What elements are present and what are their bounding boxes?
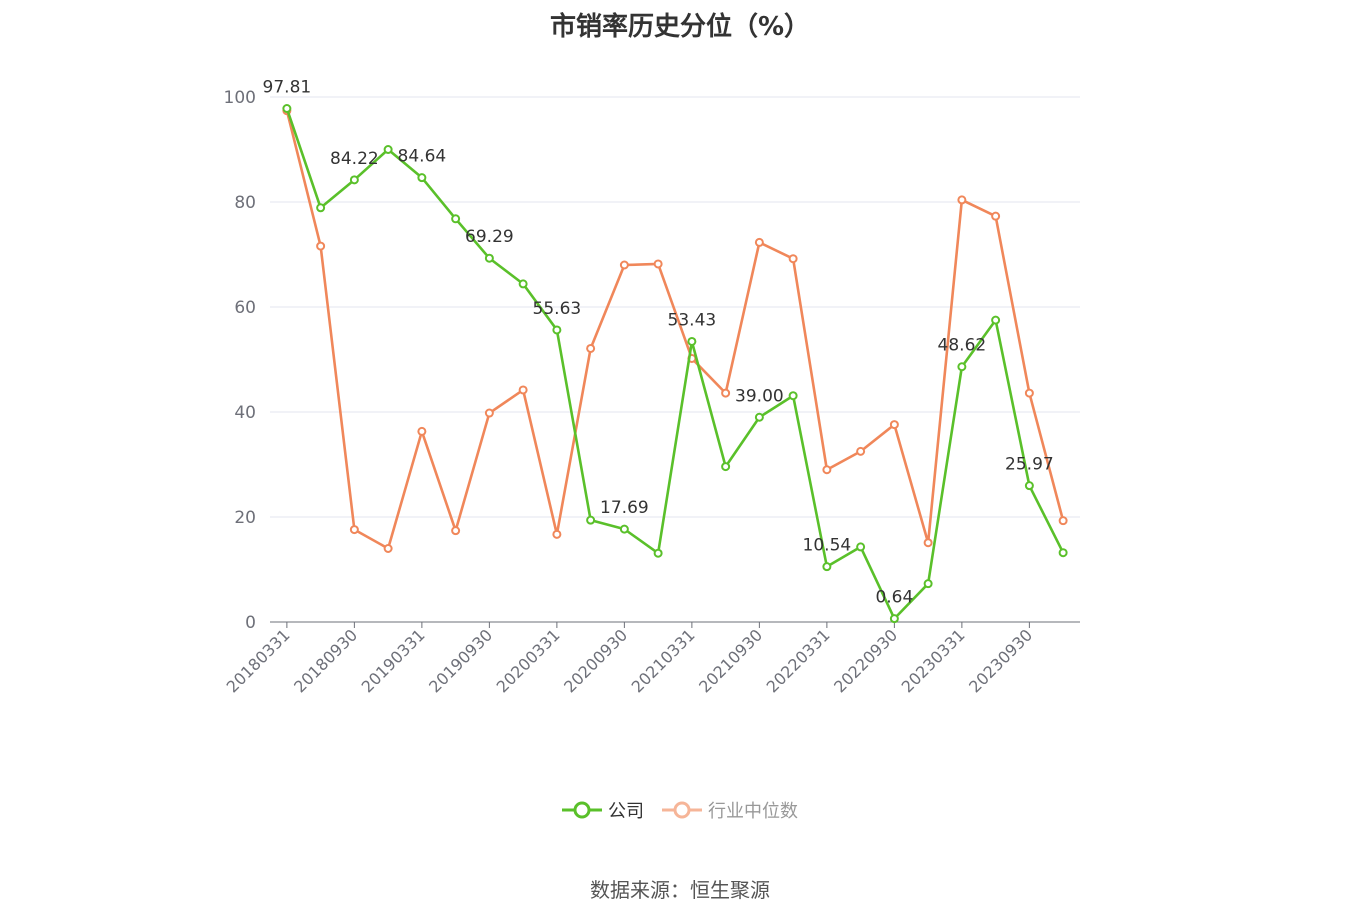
data-point-0-14 (754, 412, 764, 422)
data-label-20230331: 48.62 (938, 336, 987, 356)
data-point-0-11 (653, 548, 663, 558)
line-chart: 0 20 40 60 80 100 2018033120180930201903312019… (223, 77, 1080, 696)
data-point-1-21 (991, 211, 1001, 221)
data-point-1-11 (653, 259, 663, 269)
series-line-1 (285, 110, 1065, 550)
data-labels: 97.81 84.22 84.64 69.29 55.63 17.69 53.43 39.00… (263, 77, 1054, 607)
data-source: 数据来源：恒生聚源 (590, 878, 770, 902)
x-tick-label-20190331: 20190331 (358, 625, 429, 696)
series (282, 103, 1068, 624)
data-point-0-2 (349, 175, 359, 185)
x-tick-label-20180331: 20180331 (223, 625, 294, 696)
data-point-0-22 (1024, 481, 1034, 491)
data-point-1-2 (349, 525, 359, 535)
data-point-0-23 (1058, 548, 1068, 558)
y-tick-label-20: 20 (234, 508, 256, 528)
data-label-20200930: 17.69 (600, 498, 649, 518)
data-label-20190930: 69.29 (465, 227, 514, 247)
data-point-0-7 (518, 279, 528, 289)
data-label-20210930: 39.00 (735, 386, 784, 406)
data-label-20180331: 97.81 (263, 77, 312, 97)
data-point-0-9 (586, 515, 596, 525)
legend-label-industry: 行业中位数 (708, 801, 798, 822)
data-point-1-18 (889, 420, 899, 430)
data-point-0-15 (788, 391, 798, 401)
data-point-0-10 (619, 524, 629, 534)
x-tick-label-20180930: 20180930 (290, 625, 361, 696)
y-tick-label-60: 60 (234, 298, 256, 318)
data-label-20190331: 84.64 (398, 147, 447, 167)
data-point-1-8 (552, 529, 562, 539)
data-point-0-5 (451, 214, 461, 224)
data-point-1-15 (788, 254, 798, 264)
data-point-0-16 (822, 562, 832, 572)
y-tick-label-100: 100 (224, 88, 256, 108)
legend-industry-icon (662, 801, 702, 819)
x-tick-label-20220331: 20220331 (763, 625, 834, 696)
data-label-20220331: 10.54 (803, 536, 852, 556)
data-point-0-19 (923, 579, 933, 589)
legend-item-industry[interactable]: 行业中位数 (662, 797, 798, 823)
x-tick-label-20210930: 20210930 (695, 625, 766, 696)
data-label-20210331: 53.43 (668, 310, 717, 330)
y-tick-label-40: 40 (234, 403, 256, 423)
data-point-0-8 (552, 325, 562, 335)
x-tick-label-20200930: 20200930 (560, 625, 631, 696)
data-point-0-0 (282, 103, 292, 113)
data-point-0-1 (316, 203, 326, 213)
data-point-0-12 (687, 336, 697, 346)
x-tick-label-20230930: 20230930 (965, 625, 1036, 696)
data-point-0-6 (484, 253, 494, 263)
data-label-20230930: 25.97 (1005, 455, 1054, 475)
legend: 公司 行业中位数 (0, 797, 1360, 823)
data-point-1-6 (484, 408, 494, 418)
grid-lines (270, 96, 1080, 518)
data-point-1-4 (417, 426, 427, 436)
data-point-0-21 (991, 315, 1001, 325)
legend-company-icon (562, 801, 602, 819)
x-tick-label-20200331: 20200331 (493, 625, 564, 696)
legend-label-company: 公司 (608, 801, 644, 822)
data-label-20220930: 0.64 (875, 588, 913, 608)
y-tick-label-0: 0 (245, 613, 256, 633)
data-point-1-3 (383, 544, 393, 553)
data-point-0-3 (383, 145, 393, 154)
data-point-0-17 (856, 542, 866, 552)
x-tick-label-20230331: 20230331 (898, 625, 969, 696)
legend-item-company[interactable]: 公司 (562, 797, 644, 823)
data-point-1-19 (923, 538, 933, 548)
data-point-0-13 (721, 462, 731, 472)
data-point-1-13 (721, 388, 731, 398)
data-point-1-1 (316, 241, 326, 251)
data-point-0-20 (957, 362, 967, 372)
data-point-0-4 (417, 173, 427, 183)
data-point-1-10 (619, 260, 629, 270)
data-label-20200331: 55.63 (533, 299, 582, 319)
data-point-1-5 (451, 526, 461, 536)
chart-title: 市销率历史分位（%） (549, 12, 811, 42)
data-point-1-16 (822, 465, 832, 475)
x-tick-label-20220930: 20220930 (830, 625, 901, 696)
data-point-1-7 (518, 385, 528, 395)
data-label-20180930: 84.22 (330, 149, 379, 169)
data-point-1-23 (1058, 516, 1068, 526)
x-tick-label-20210331: 20210331 (628, 625, 699, 696)
series-company (282, 103, 1068, 624)
data-point-0-18 (889, 614, 899, 624)
data-point-1-9 (586, 343, 596, 353)
data-point-1-17 (856, 446, 866, 456)
series-line-0 (285, 108, 1065, 620)
data-point-1-22 (1024, 388, 1034, 398)
data-point-1-20 (957, 195, 967, 205)
data-point-1-14 (754, 237, 764, 247)
y-tick-label-80: 80 (234, 193, 256, 213)
x-tick-label-20190930: 20190930 (425, 625, 496, 696)
